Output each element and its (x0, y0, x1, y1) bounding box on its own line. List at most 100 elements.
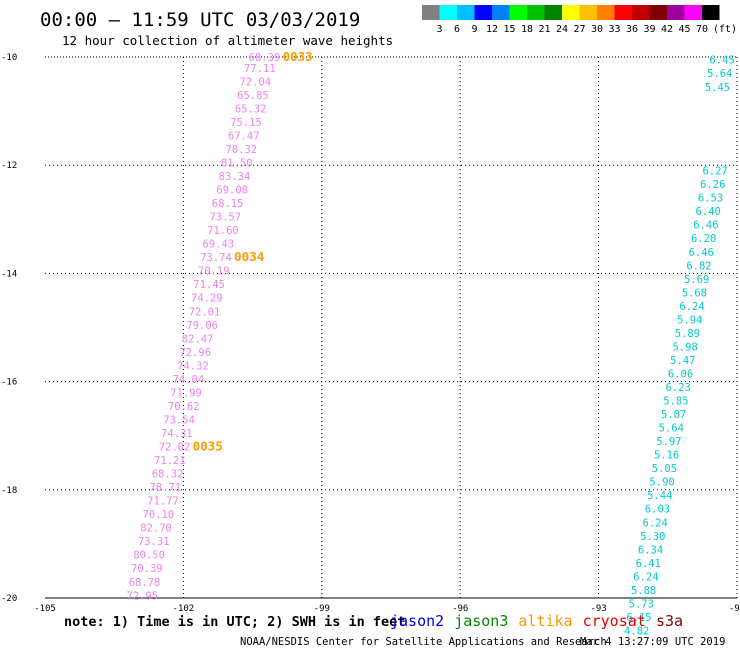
data-point-label: 5.16 (654, 450, 679, 462)
plot-frame (45, 56, 737, 599)
y-tick-label: -10 (1, 53, 17, 63)
data-point-label: 6.24 (679, 301, 704, 313)
y-tick-label: -16 (1, 378, 17, 388)
colorbar-swatch (492, 5, 510, 20)
data-point-label: 74.29 (191, 293, 223, 305)
x-tick-label: -93 (590, 604, 606, 614)
footer-credit: NOAA/NESDIS Center for Satellite Applica… (240, 636, 607, 648)
x-tick-label: -96 (452, 604, 468, 614)
data-point-label: 6.40 (696, 206, 721, 218)
data-point-label: 68.39 (249, 52, 281, 64)
data-point-label: 5.97 (656, 436, 681, 448)
colorbar-swatch (562, 5, 580, 20)
data-point-label: 4.82 (624, 625, 649, 637)
time-annotations: 00330034003504 (193, 49, 740, 454)
colorbar-label: 24 (556, 24, 568, 35)
y-tick-label: -20 (1, 594, 17, 604)
y-tick-label: -14 (1, 269, 17, 279)
colorbar-swatch (509, 5, 527, 20)
data-point-label: 68.15 (212, 198, 244, 210)
data-point-label: 82.70 (140, 523, 172, 535)
data-point-label: 5.90 (649, 477, 674, 489)
data-point-label: 69.08 (216, 185, 248, 197)
data-point-label: 6.15 (626, 612, 651, 624)
data-point-label: 79.06 (186, 320, 218, 332)
data-point-label: 6.34 (638, 544, 663, 556)
data-point-label: 6.27 (702, 166, 727, 178)
data-point-label: 5.94 (677, 314, 702, 326)
data-point-label: 75.15 (230, 117, 262, 129)
data-point-label: 69.43 (203, 239, 235, 251)
colorbar-label: 9 (471, 24, 477, 35)
x-tick-label: -99 (314, 604, 330, 614)
data-point-label: 73.57 (209, 212, 241, 224)
colorbar-label: 12 (486, 24, 498, 35)
colorbar-swatch (614, 5, 632, 20)
data-point-label: 72.01 (189, 306, 221, 318)
legend-entry: altika (518, 612, 572, 630)
y-axis: -10 -12 -14 -16 -18 -20 (1, 53, 17, 604)
data-point-label: 72.95 (126, 590, 158, 602)
data-point-label: 73.31 (138, 536, 170, 548)
data-point-label: 80.50 (133, 550, 165, 562)
y-tick-label: -12 (1, 161, 17, 171)
data-point-label: 82.47 (182, 333, 214, 345)
colorbar-label: 45 (678, 24, 690, 35)
data-point-label: 5.73 (629, 598, 654, 610)
data-point-label: 71.99 (170, 387, 202, 399)
data-point-label: 71.60 (207, 225, 239, 237)
data-point-label: 65.32 (235, 103, 267, 115)
colorbar-swatch (439, 5, 457, 20)
data-point-label: 5.88 (631, 585, 656, 597)
colorbar-swatch (544, 5, 562, 20)
legend-entry: s3a (656, 612, 683, 630)
data-point-label: 6.24 (633, 571, 658, 583)
chart-subtitle: 12 hour collection of altimeter wave hei… (62, 33, 393, 48)
series: 6.455.645.456.276.266.536.406.466.206.46… (624, 55, 735, 638)
colorbar-swatch (422, 5, 440, 20)
colorbar-label: 30 (591, 24, 603, 35)
data-point-label: 5.64 (659, 423, 684, 435)
colorbar-label: 18 (521, 24, 533, 35)
colorbar-label: 36 (626, 24, 638, 35)
colorbar-swatch (632, 5, 650, 20)
data-point-label: 5.30 (640, 531, 665, 543)
data-point-label: 71.77 (147, 496, 179, 508)
colorbar-label: 27 (573, 24, 585, 35)
colorbar-swatch (597, 5, 615, 20)
data-point-label: 73.54 (163, 414, 195, 426)
data-point-label: 83.34 (219, 171, 251, 183)
colorbar-label: 21 (538, 24, 550, 35)
data-point-label: 67.47 (228, 130, 260, 142)
data-point-label: 72.02 (159, 442, 191, 454)
data-point-label: 5.07 (661, 409, 686, 421)
footer-timestamp: Mar 4 13:27:09 UTC 2019 (580, 636, 725, 648)
color-scale-bar: 3 6 9 12 15 18 21 24 27 30 33 36 39 42 45 70 (422, 5, 720, 35)
x-tick-label: -102 (173, 604, 195, 614)
x-tick-label: -90 (729, 604, 740, 614)
data-point-label: 6.45 (709, 55, 734, 67)
data-point-label: 6.46 (693, 220, 718, 232)
data-point-label: 5.45 (705, 82, 730, 94)
data-point-label: 71.45 (193, 279, 225, 291)
data-point-label: 70.62 (168, 401, 200, 413)
colorbar-label: 42 (661, 24, 673, 35)
data-point-label: 6.53 (698, 193, 723, 205)
colorbar-swatch (457, 5, 475, 20)
data-point-label: 6.82 (686, 260, 711, 272)
satellite-legend: jason2 jason3 altika cryosat s3a (390, 612, 683, 630)
colorbar-swatch (684, 5, 702, 20)
data-point-label: 70.19 (198, 266, 230, 278)
data-point-label: 5.64 (707, 68, 732, 80)
grid-lines (45, 57, 738, 598)
data-point-label: 68.78 (129, 577, 161, 589)
data-point-label: 74.31 (161, 428, 193, 440)
colorbar-swatch (667, 5, 685, 20)
colorbar-label: 39 (643, 24, 655, 35)
footer-note: note: 1) Time is in UTC; 2) SWH is in fe… (64, 614, 405, 630)
x-axis: -105 -102 -99 -96 -93 -90 (34, 604, 740, 614)
time-annotation: 0035 (193, 439, 223, 454)
data-point-label: 5.47 (670, 355, 695, 367)
